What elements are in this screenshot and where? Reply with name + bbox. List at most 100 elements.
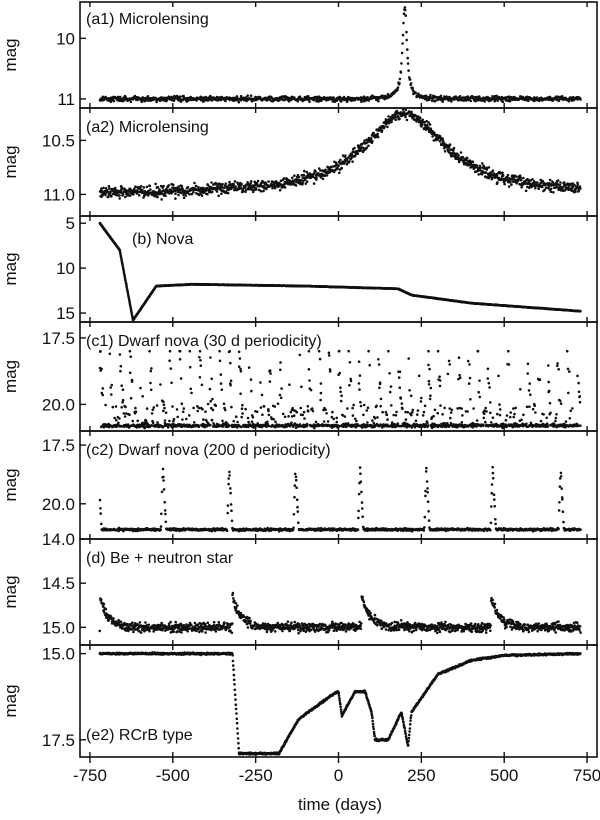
data-point	[367, 349, 370, 353]
data-point	[172, 99, 176, 102]
data-point	[274, 420, 277, 424]
data-point	[501, 100, 505, 103]
data-point	[344, 154, 347, 157]
data-point	[370, 137, 373, 140]
data-point	[249, 94, 253, 97]
data-point	[180, 402, 184, 406]
data-point	[210, 377, 213, 381]
data-point	[319, 382, 323, 385]
data-point	[199, 364, 203, 368]
data-point	[393, 115, 397, 118]
data-point	[376, 135, 380, 139]
data-point	[232, 419, 235, 423]
data-point	[121, 388, 125, 392]
data-point	[170, 381, 173, 385]
data-point	[377, 99, 380, 103]
data-point	[182, 407, 186, 410]
data-point	[466, 410, 469, 413]
data-point	[231, 96, 235, 100]
data-point	[156, 185, 160, 189]
data-point	[466, 359, 470, 363]
data-point	[426, 424, 430, 427]
data-point	[484, 171, 488, 174]
data-point	[461, 414, 464, 417]
data-point	[400, 51, 404, 55]
data-point	[240, 415, 243, 419]
data-point	[427, 383, 431, 386]
data-point	[230, 405, 233, 409]
data-point	[139, 184, 143, 188]
data-point	[220, 192, 223, 195]
y-tick-label: 10.5	[42, 131, 75, 150]
data-point	[531, 178, 534, 181]
data-point	[249, 180, 253, 183]
data-point	[404, 115, 407, 119]
data-point	[438, 140, 442, 143]
data-point	[338, 95, 342, 99]
data-point	[398, 370, 402, 374]
data-point	[335, 420, 339, 424]
data-point	[109, 386, 112, 389]
data-point	[218, 359, 222, 363]
data-point	[210, 181, 213, 184]
data-point	[401, 42, 404, 45]
data-point	[339, 100, 343, 103]
data-point	[185, 417, 188, 421]
data-point	[441, 413, 444, 416]
data-point	[319, 391, 323, 395]
data-point	[348, 160, 351, 163]
data-point	[469, 99, 473, 103]
data-point	[395, 410, 398, 414]
data-point	[128, 194, 132, 197]
panel-4: 17.520.0(c1) Dwarf nova (30 d periodicit…	[1, 321, 598, 432]
data-point	[438, 384, 442, 388]
data-point	[222, 402, 226, 406]
data-point	[233, 180, 237, 183]
data-point	[110, 393, 113, 396]
data-point	[367, 144, 370, 148]
data-point	[150, 367, 153, 370]
data-point	[431, 99, 434, 102]
data-point	[478, 395, 482, 399]
data-point	[338, 171, 341, 175]
data-point	[247, 366, 251, 369]
data-point	[448, 143, 452, 146]
data-point	[448, 363, 452, 366]
data-point	[443, 406, 446, 410]
data-point	[387, 349, 390, 353]
data-point	[206, 192, 209, 196]
data-point	[483, 165, 486, 169]
data-point	[407, 69, 410, 72]
data-point	[174, 192, 177, 195]
y-tick-label: 10	[56, 259, 75, 278]
data-point	[302, 173, 306, 177]
data-point	[416, 413, 419, 416]
data-point	[193, 181, 196, 185]
y-tick-label: 11	[57, 90, 75, 109]
data-point	[324, 408, 327, 412]
data-point	[352, 403, 356, 407]
data-point	[110, 195, 113, 198]
data-point	[176, 415, 179, 419]
data-point	[377, 363, 381, 366]
data-point	[438, 379, 442, 382]
data-point	[506, 173, 510, 177]
data-point	[501, 173, 505, 177]
data-point	[459, 151, 463, 154]
data-point	[149, 188, 152, 191]
data-point	[175, 408, 179, 411]
data-point	[111, 97, 115, 101]
data-point	[202, 418, 205, 421]
data-point	[478, 379, 481, 383]
data-point	[259, 381, 262, 384]
data-point	[387, 115, 390, 118]
data-point	[297, 175, 301, 179]
data-point	[461, 156, 465, 159]
data-point	[196, 409, 199, 413]
data-point	[398, 82, 401, 85]
data-point	[427, 349, 430, 353]
data-point	[134, 410, 138, 414]
data-point	[172, 417, 176, 421]
